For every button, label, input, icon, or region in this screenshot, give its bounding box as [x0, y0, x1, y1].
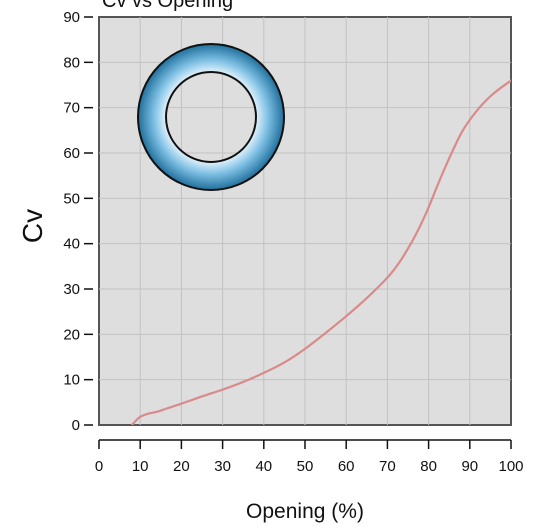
x-tick-label: 80: [420, 458, 437, 475]
x-tick-label: 50: [297, 458, 314, 475]
x-tick-label: 100: [498, 458, 523, 475]
x-tick-label: 60: [338, 458, 355, 475]
y-axis-title: Cv: [17, 209, 48, 243]
series-line: [130, 79, 511, 425]
y-tick-label: 80: [63, 54, 80, 71]
grid-lines: [99, 17, 511, 425]
y-tick-label: 30: [63, 281, 80, 298]
y-tick-label: 60: [63, 145, 80, 162]
y-tick-label: 0: [72, 417, 80, 434]
valve-ring-icon: [136, 43, 286, 191]
x-tick-label: 10: [132, 458, 149, 475]
x-tick-label: 40: [255, 458, 272, 475]
y-tick-label: 90: [63, 9, 80, 26]
x-tick-label: 20: [173, 458, 190, 475]
y-tick-label: 50: [63, 190, 80, 207]
y-axis: 0 10 20 30 40 50 60 70 80 90: [63, 9, 93, 434]
x-tick-label: 70: [379, 458, 396, 475]
x-axis: 0 10 20 30 40 50 60 70 80 90 100: [95, 439, 524, 475]
y-tick-label: 40: [63, 236, 80, 253]
chart-title: Cv vs Opening: [102, 0, 233, 12]
y-tick-label: 20: [63, 326, 80, 343]
x-tick-label: 0: [95, 458, 103, 475]
y-tick-label: 10: [63, 372, 80, 389]
y-tick-label: 70: [63, 100, 80, 117]
x-tick-label: 30: [214, 458, 231, 475]
series-layer: [130, 79, 511, 425]
x-axis-title: Opening (%): [246, 500, 364, 523]
x-tick-label: 90: [461, 458, 478, 475]
